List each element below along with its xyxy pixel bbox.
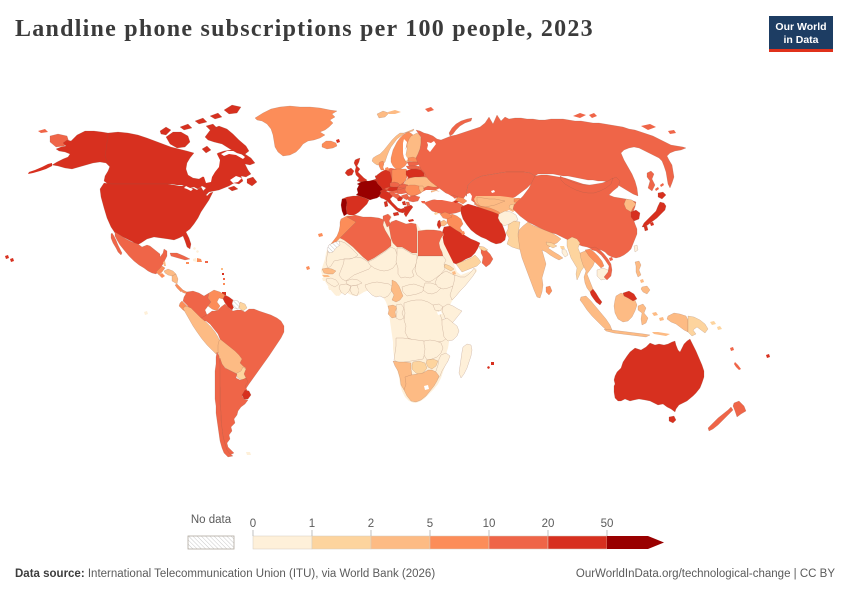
svg-text:0: 0: [250, 518, 256, 530]
svg-text:5: 5: [427, 518, 433, 530]
svg-text:2: 2: [368, 518, 374, 530]
svg-text:50: 50: [601, 518, 614, 530]
svg-text:1: 1: [309, 518, 315, 530]
svg-text:10: 10: [483, 518, 496, 530]
svg-text:20: 20: [542, 518, 555, 530]
